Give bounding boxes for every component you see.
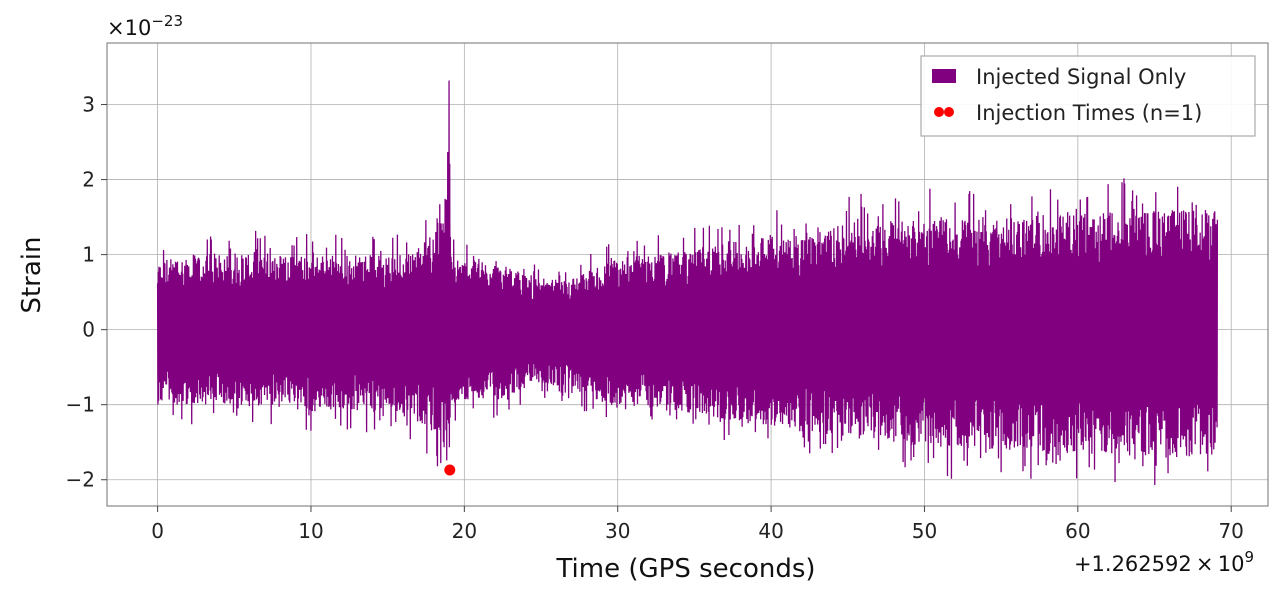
y-scale-prefix: ×10 [107,16,151,40]
y-axis-ticks: −2 −1 0 1 2 3 [66,93,107,492]
legend-label-injection: Injection Times (n=1) [976,101,1202,125]
legend-marker-injection-1 [934,107,944,117]
injection-point [444,464,456,476]
legend-marker-injection-2 [944,107,954,117]
y-scale-exponent: −23 [151,12,183,30]
y-tick-label: 2 [82,168,95,192]
x-offset-exponent: 9 [1244,548,1254,566]
legend-swatch-signal [932,69,956,83]
y-tick-label: 1 [82,243,95,267]
legend: Injected Signal Only Injection Times (n=… [920,55,1256,137]
y-tick-label: 3 [82,93,95,117]
y-tick-label: −2 [66,468,95,492]
x-tick-label: 70 [1218,519,1243,543]
x-tick-label: 20 [452,519,477,543]
x-tick-label: 0 [151,519,164,543]
x-tick-label: 50 [912,519,937,543]
plot-frame [106,42,1269,507]
signal-core-band [157,185,1218,414]
x-tick-label: 10 [298,519,323,543]
y-tick-label: −1 [66,393,95,417]
injection-markers [444,464,456,476]
x-tick-label: 60 [1065,519,1090,543]
y-axis-label: Strain [17,236,47,313]
x-offset-prefix: +1.262592 × 10 [1074,552,1245,576]
x-tick-label: 30 [605,519,630,543]
legend-box [920,55,1256,137]
x-axis-ticks: 0 10 20 30 40 50 60 70 [151,506,1244,543]
legend-label-signal: Injected Signal Only [976,65,1186,89]
signal-series [156,80,1219,486]
x-tick-label: 40 [758,519,783,543]
x-axis-label: Time (GPS seconds) [555,554,815,584]
y-scale-label: ×10−23 [107,12,183,40]
x-offset-label: +1.262592 × 109 [1074,548,1254,576]
plot-area [156,80,1219,486]
y-tick-label: 0 [82,318,95,342]
